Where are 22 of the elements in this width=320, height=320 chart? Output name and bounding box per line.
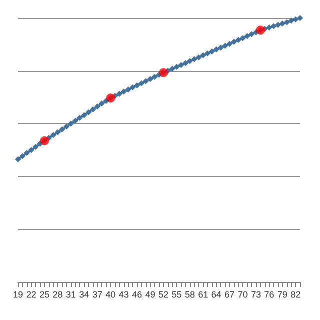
- x-tick-label: 28: [52, 290, 63, 300]
- x-tick-label: 79: [277, 290, 288, 300]
- x-tick-label: 19: [12, 290, 24, 300]
- x-tick-label: 22: [26, 290, 36, 300]
- x-tick-label: 31: [66, 290, 76, 300]
- x-tick-label: 58: [184, 290, 195, 300]
- x-tick-label: 61: [198, 290, 208, 300]
- x-tick-label: 70: [238, 290, 248, 300]
- x-tick-label: 76: [264, 290, 274, 300]
- x-tick-label: 55: [172, 290, 182, 300]
- x-tick-label: 46: [132, 290, 142, 300]
- x-tick-label: 40: [106, 290, 116, 300]
- x-tick-label: 82: [290, 290, 301, 300]
- x-tick-label: 34: [79, 290, 90, 300]
- x-tick-label: 67: [224, 290, 235, 300]
- x-tick-label: 73: [250, 290, 261, 300]
- x-tick-label: 49: [145, 290, 156, 300]
- x-tick-label: 52: [158, 290, 168, 300]
- x-tick-label: 43: [118, 290, 129, 300]
- x-tick-label: 25: [39, 290, 50, 300]
- x-tick-label: 37: [92, 290, 102, 300]
- x-tick-label: 64: [211, 290, 222, 300]
